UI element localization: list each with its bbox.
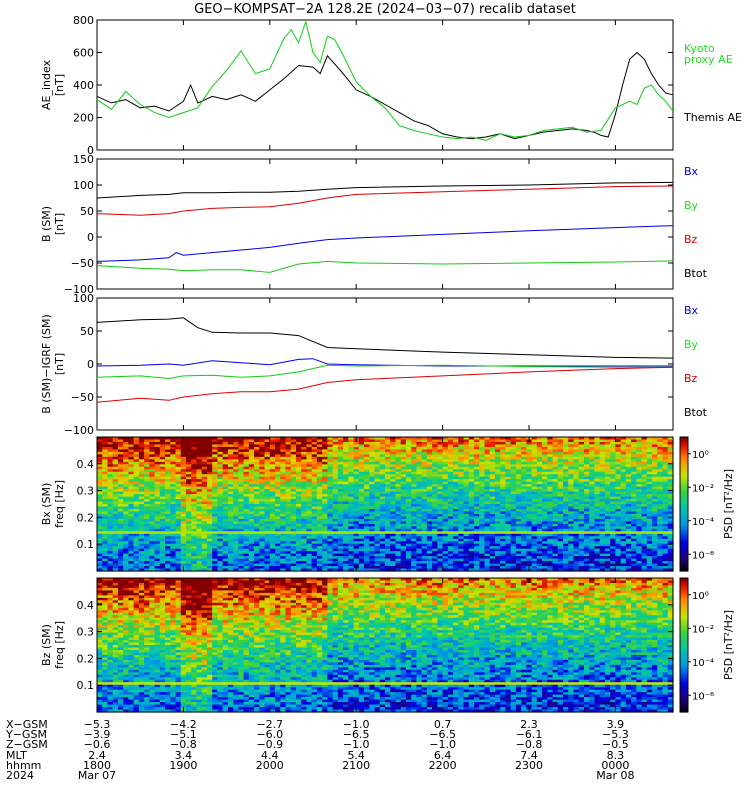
b-sm-ytick-label: −50 xyxy=(71,257,94,270)
b-igrf-legend-bz: Bz xyxy=(684,372,698,385)
b-sm-ytick-label: 150 xyxy=(73,153,94,166)
b-igrf-series-bx xyxy=(97,359,673,366)
ae-yunit: [nT] xyxy=(53,74,66,96)
b-igrf-series-by xyxy=(97,365,673,378)
b-sm-series-bx xyxy=(97,226,673,262)
ae-ytick-label: 800 xyxy=(73,14,94,27)
b-igrf-ytick-label: 0 xyxy=(87,358,94,371)
b-sm-series-bz xyxy=(97,261,673,273)
ae-series-kyoto-proxy-ae xyxy=(97,22,673,141)
ae-series-themis-ae xyxy=(97,53,673,139)
b-sm-ytick-label: 50 xyxy=(80,205,94,218)
b-sm-legend-bz: Bz xyxy=(684,233,698,246)
b-igrf-ytick-label: 100 xyxy=(73,292,94,305)
ae-ylabel: AE_index xyxy=(40,59,53,110)
ae-legend-themis-ae: Themis AE xyxy=(683,111,742,124)
b-igrf-ylabel: B (SM)−IGRF (SM) xyxy=(40,314,53,414)
b-igrf-ytick-label: 50 xyxy=(80,325,94,338)
b-sm-legend-bx: Bx xyxy=(684,165,699,178)
b-igrf-ytick-label: −100 xyxy=(64,424,94,437)
b-igrf-yunit: [nT] xyxy=(53,353,66,375)
b-igrf-ytick-label: −50 xyxy=(71,391,94,404)
b-sm-frame xyxy=(97,159,673,289)
bx-spec-heatmap-grid xyxy=(97,437,674,572)
b-sm-ytick-label: 0 xyxy=(87,231,94,244)
ae-ytick-label: 400 xyxy=(73,79,94,92)
b-sm-ytick-label: 100 xyxy=(73,179,94,192)
b-igrf-series-bz xyxy=(97,367,673,402)
b-sm-series-btot xyxy=(97,182,673,198)
ae-ytick-label: 600 xyxy=(73,47,94,60)
b-sm-yunit: [nT] xyxy=(53,213,66,235)
b-igrf-series-btot xyxy=(97,318,673,358)
b-sm-legend-btot: Btot xyxy=(684,267,708,280)
b-sm-series-by xyxy=(97,186,673,215)
ae-ytick-label: 200 xyxy=(73,112,94,125)
figure-title: GEO−KOMPSAT−2A 128.2E (2024−03−07) recal… xyxy=(194,2,576,17)
b-igrf-legend-by: By xyxy=(684,338,699,351)
b-sm-ylabel: B (SM) xyxy=(40,206,53,242)
ae-legend-proxy-ae: proxy AE xyxy=(684,53,733,66)
b-igrf-legend-bx: Bx xyxy=(684,304,699,317)
b-igrf-legend-btot: Btot xyxy=(684,406,708,419)
b-sm-legend-by: By xyxy=(684,199,699,212)
